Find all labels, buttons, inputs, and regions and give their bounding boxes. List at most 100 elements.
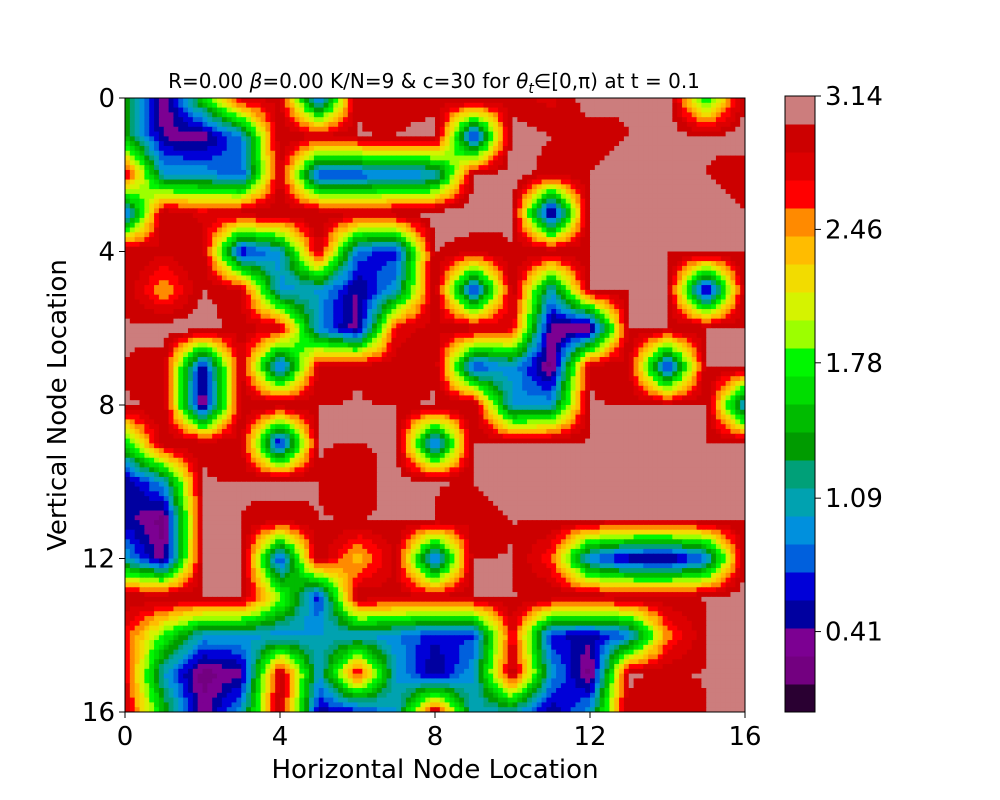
contour-cell <box>226 150 233 157</box>
contour-cell <box>662 131 669 137</box>
contour-cell <box>299 102 305 109</box>
contour-cell <box>638 174 644 181</box>
contour-cell <box>415 121 422 128</box>
contour-cell <box>270 98 276 104</box>
contour-cell <box>284 121 291 128</box>
contour-cell <box>633 217 640 224</box>
contour-cell <box>347 179 354 185</box>
contour-cell <box>246 155 252 161</box>
contour-cell <box>241 256 247 262</box>
contour-cell <box>231 198 237 205</box>
contour-cell <box>391 241 397 248</box>
contour-cell <box>246 107 252 113</box>
contour-cell <box>265 198 271 205</box>
contour-cell <box>241 280 247 286</box>
contour-cell <box>246 265 252 272</box>
contour-cell <box>686 126 693 133</box>
contour-cell <box>439 227 446 233</box>
contour-cell <box>449 237 455 243</box>
contour-cell <box>614 280 620 286</box>
contour-cell <box>652 246 659 253</box>
contour-cell <box>207 107 213 113</box>
contour-cell <box>173 280 179 286</box>
contour-cell <box>323 141 330 147</box>
contour-cell <box>541 145 547 152</box>
contour-cell <box>158 174 165 181</box>
contour-cell <box>144 107 150 113</box>
contour-cell <box>512 169 518 176</box>
contour-cell <box>682 237 688 243</box>
contour-cell <box>425 121 431 128</box>
contour-cell <box>517 203 523 209</box>
contour-cell <box>439 155 446 161</box>
contour-cell <box>139 141 145 147</box>
contour-cell <box>217 256 223 262</box>
contour-cell <box>280 241 286 248</box>
contour-cell <box>376 131 383 137</box>
contour-cell <box>507 217 514 224</box>
contour-cell <box>464 280 470 286</box>
contour-cell <box>435 150 441 157</box>
contour-cell <box>672 107 678 113</box>
contour-cell <box>250 193 257 200</box>
contour-cell <box>527 251 533 257</box>
contour-cell <box>333 117 339 123</box>
contour-cell <box>226 237 233 243</box>
contour-cell <box>512 280 518 286</box>
contour-cell <box>720 126 727 133</box>
contour-cell <box>178 208 184 214</box>
contour-cell <box>628 98 635 104</box>
contour-cell <box>473 208 480 214</box>
contour-cell <box>202 121 208 128</box>
contour-cell <box>275 280 281 286</box>
contour-cell <box>270 117 276 123</box>
contour-cell <box>638 256 644 262</box>
contour-cell <box>207 126 213 133</box>
contour-cell <box>473 141 480 147</box>
contour-cell <box>439 131 446 137</box>
contour-cell <box>289 227 296 233</box>
contour-cell <box>667 136 673 142</box>
contour-cell <box>628 217 635 224</box>
contour-cell <box>241 203 247 209</box>
contour-cell <box>289 136 296 142</box>
contour-cell <box>415 117 422 123</box>
contour-cell <box>497 275 504 281</box>
contour-cell <box>686 261 693 267</box>
contour-cell <box>570 141 577 147</box>
contour-cell <box>342 217 349 224</box>
contour-cell <box>725 150 732 157</box>
contour-cell <box>192 112 199 118</box>
contour-cell <box>459 217 465 224</box>
contour-cell <box>590 232 596 238</box>
contour-cell <box>289 160 296 166</box>
contour-cell <box>711 174 717 181</box>
contour-cell <box>502 246 509 253</box>
contour-cell <box>260 121 267 128</box>
contour-cell <box>430 189 436 195</box>
contour-cell <box>280 270 286 277</box>
contour-cell <box>231 102 237 109</box>
contour-cell <box>212 117 218 123</box>
contour-cell <box>435 112 441 118</box>
contour-cell <box>294 251 300 257</box>
contour-cell <box>304 232 310 238</box>
contour-cell <box>725 107 732 113</box>
contour-cell <box>444 280 451 286</box>
contour-cell <box>333 174 339 181</box>
contour-cell <box>590 203 596 209</box>
contour-cell <box>643 184 649 190</box>
contour-cell <box>405 227 412 233</box>
contour-cell <box>430 246 436 253</box>
contour-cell <box>740 275 745 281</box>
contour-cell <box>449 117 455 123</box>
contour-cell <box>599 208 606 214</box>
contour-cell <box>570 184 577 190</box>
contour-cell <box>730 275 736 281</box>
contour-cell <box>473 193 480 200</box>
contour-cell <box>410 232 417 238</box>
contour-cell <box>236 155 242 161</box>
contour-cell <box>309 112 315 118</box>
contour-cell <box>696 184 702 190</box>
contour-cell <box>134 227 141 233</box>
